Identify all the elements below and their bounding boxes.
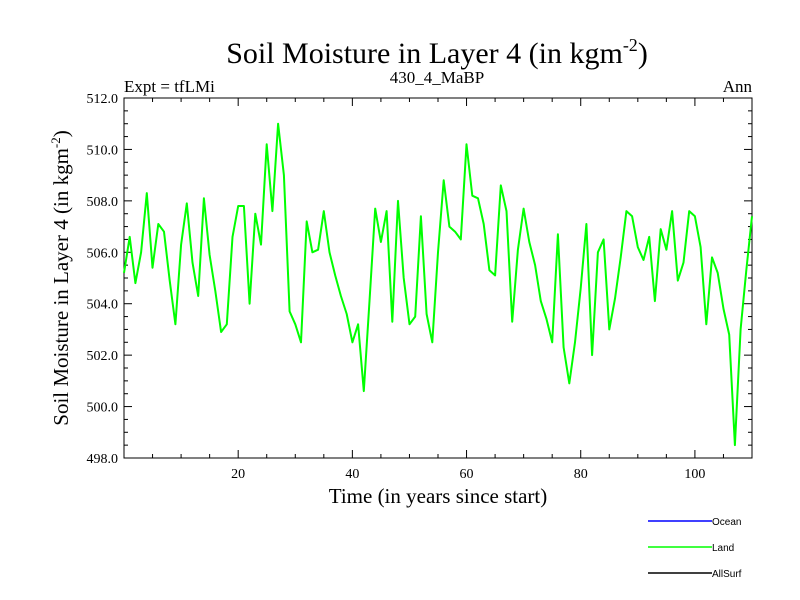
y-axis: 498.0 500.0 502.0 504.0 506.0 508.0 510.0 512.0	[87, 92, 752, 467]
legend-label-ocean: Ocean	[712, 517, 741, 528]
y-tick-label: 508.0	[87, 195, 119, 210]
x-tick-label: 80	[574, 467, 588, 482]
y-tick-label: 500.0	[87, 401, 119, 416]
series-line-land	[123, 122, 753, 447]
y-tick-label: 506.0	[87, 246, 119, 261]
y-axis-title: Soil Moisture in Layer 4 (in kgm-2)	[48, 130, 73, 425]
series-layer	[123, 122, 753, 447]
x-tick-label: 20	[231, 467, 245, 482]
x-axis: 20 40 60 80 100	[152, 98, 724, 482]
period-label: Ann	[723, 77, 753, 96]
y-tick-label: 510.0	[87, 143, 119, 158]
y-tick-label: 512.0	[87, 92, 119, 107]
legend: Ocean Land AllSurf	[648, 517, 742, 580]
y-tick-label: 502.0	[87, 349, 119, 364]
x-tick-label: 100	[684, 467, 705, 482]
x-tick-label: 40	[345, 467, 359, 482]
run-label: 430_4_MaBP	[390, 68, 484, 87]
x-tick-label: 60	[460, 467, 474, 482]
experiment-label: Expt = tfLMi	[124, 77, 215, 96]
legend-label-allsurf: AllSurf	[712, 569, 742, 580]
legend-label-land: Land	[712, 543, 734, 554]
plot-area	[123, 97, 753, 459]
x-axis-title: Time (in years since start)	[329, 484, 548, 508]
chart-title: Soil Moisture in Layer 4 (in kgm-2)	[226, 35, 648, 70]
y-tick-label: 498.0	[87, 452, 119, 467]
y-tick-label: 504.0	[87, 298, 119, 313]
